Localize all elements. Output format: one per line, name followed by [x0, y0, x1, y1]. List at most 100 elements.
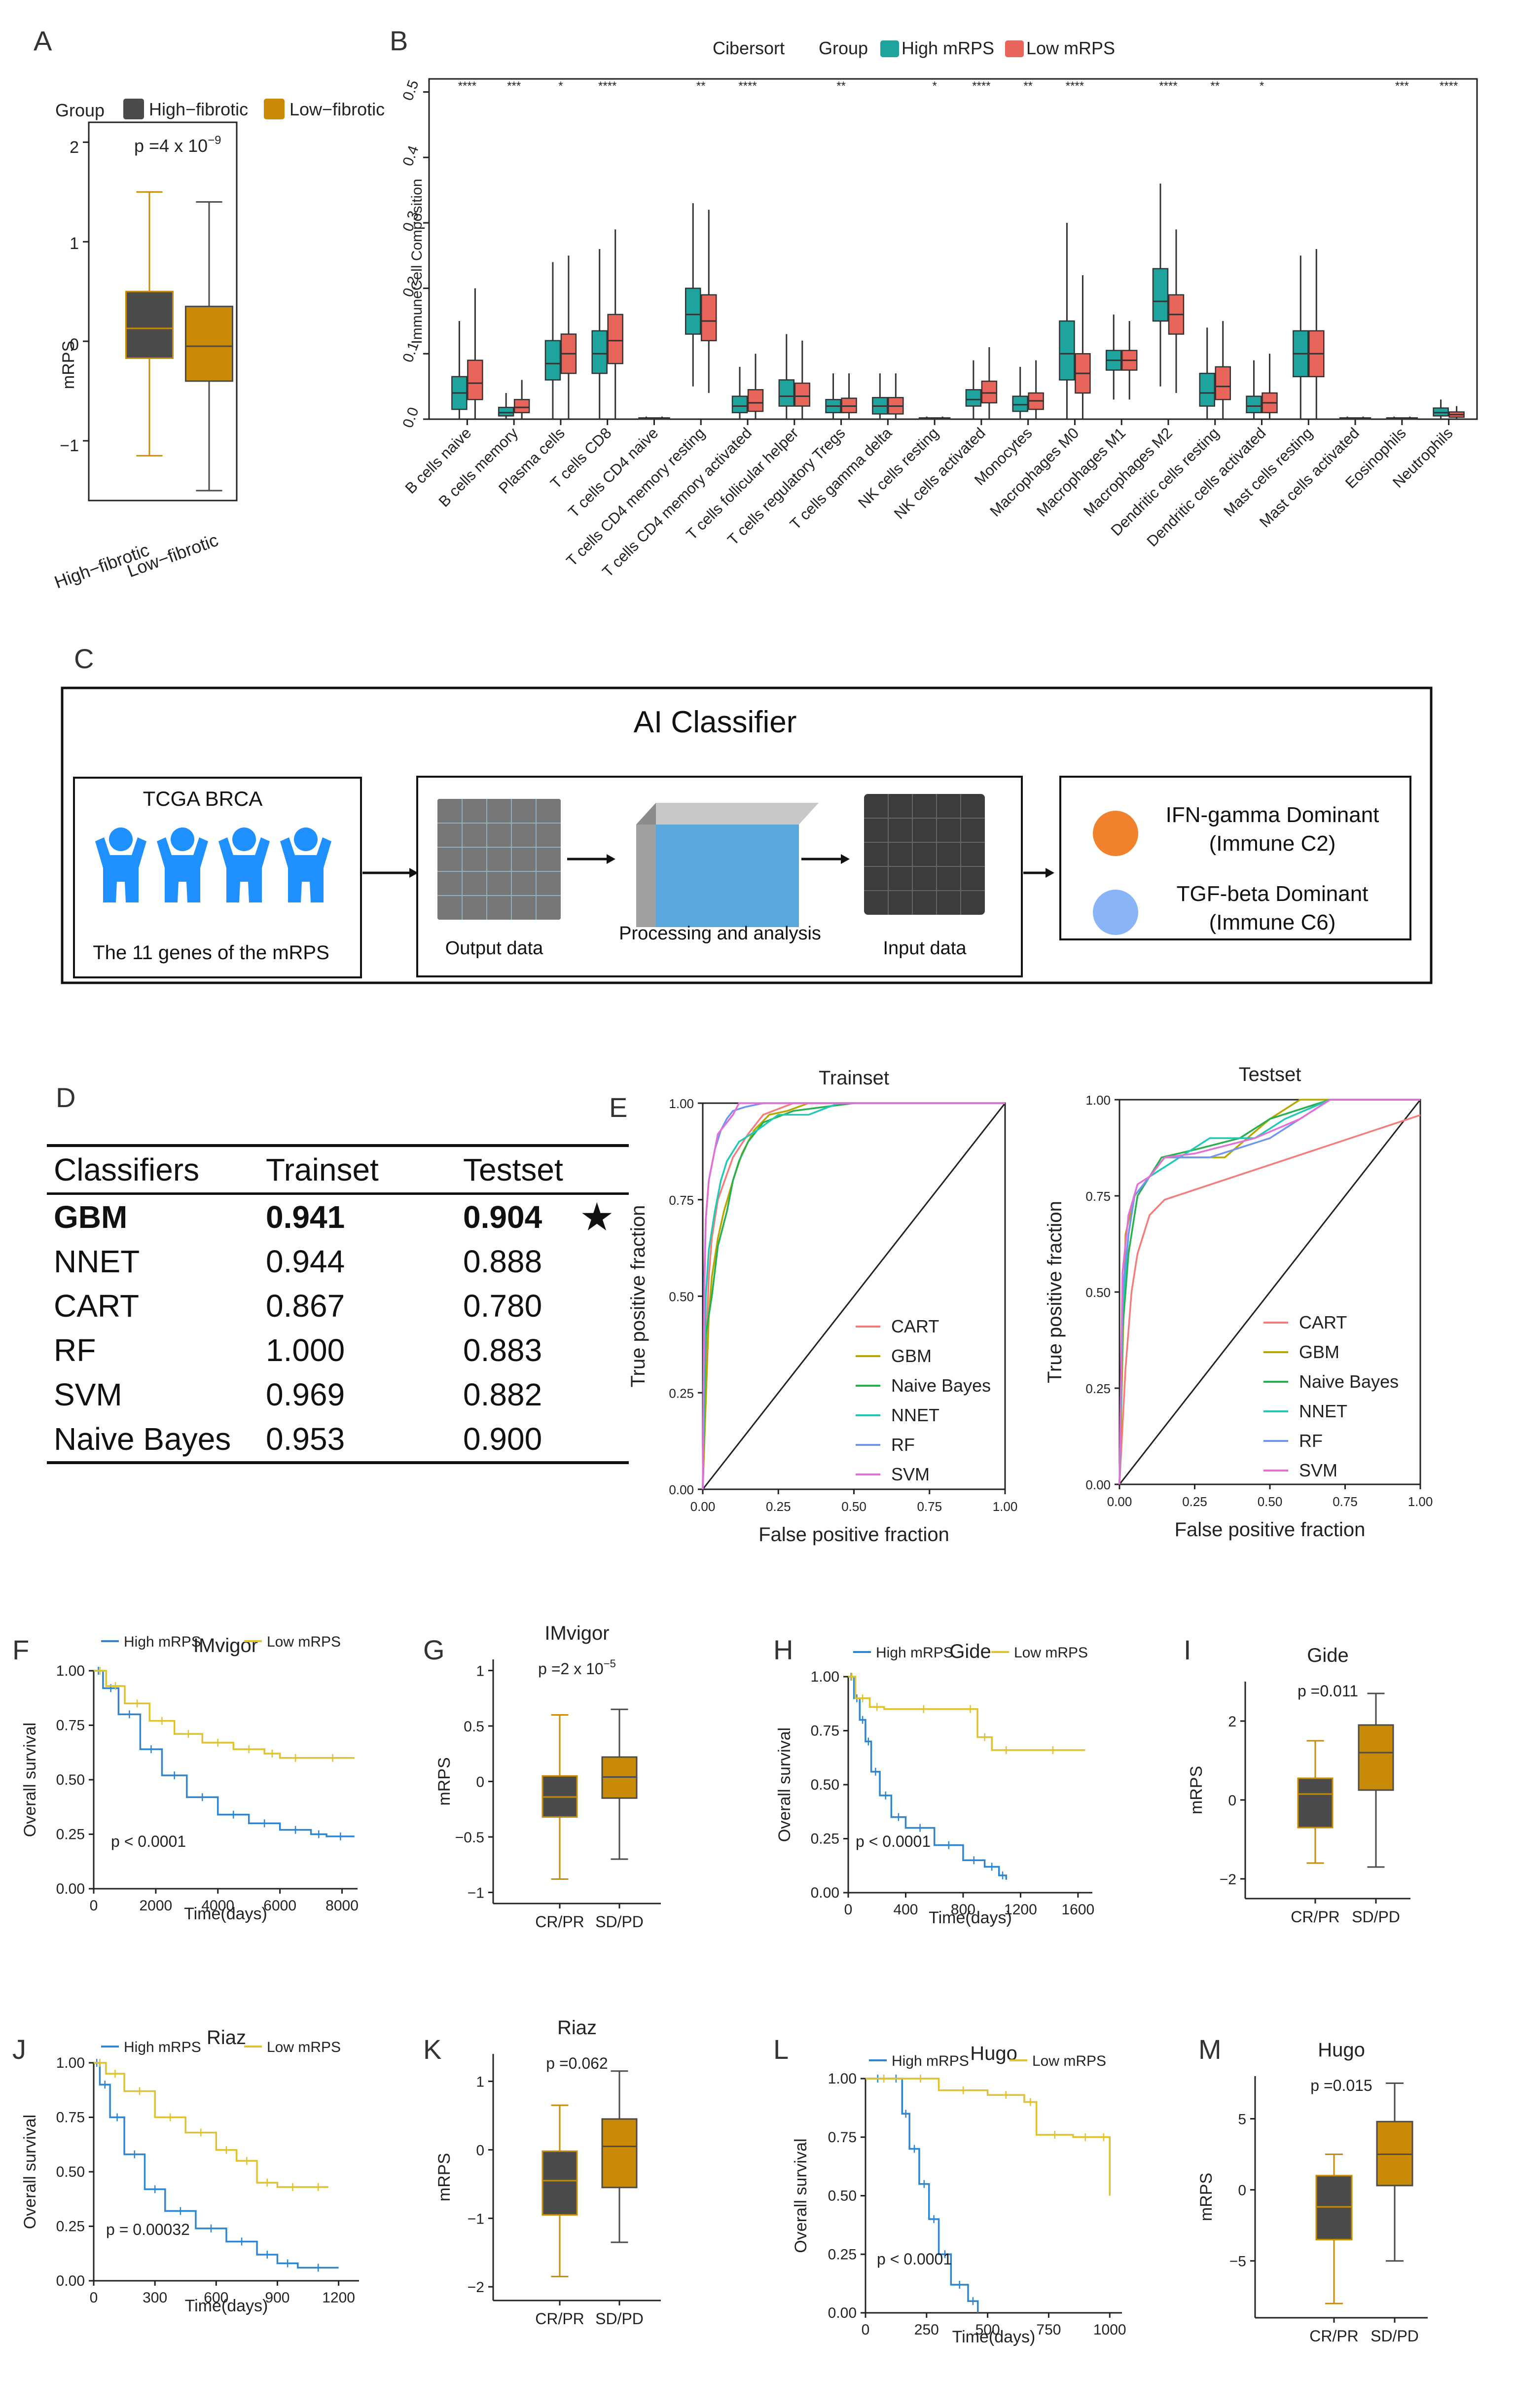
legend-label: SVM — [891, 1464, 930, 1484]
table-cell-trainset: 1.000 — [266, 1332, 345, 1368]
outcome-2-line-1: TGF-beta Dominant — [1177, 882, 1369, 906]
y-axis-label: Overall survival — [21, 2115, 39, 2229]
legend-label: CART — [1299, 1312, 1347, 1332]
significance-mark: ** — [836, 79, 846, 93]
panel-a-ylabel: mRPS — [59, 341, 78, 389]
box-low-mrps — [467, 359, 483, 400]
x-tick-label: 800 — [951, 1902, 975, 1918]
panel-letter-j: J — [12, 2034, 26, 2065]
x-tick-label: 0.50 — [1258, 1494, 1283, 1509]
y-axis-label: Overall survival — [792, 2138, 810, 2253]
diagonal-reference-line — [702, 1103, 1006, 1490]
series-line-low-mrps — [94, 1670, 355, 1759]
panel-letter-a: A — [34, 25, 52, 56]
diagonal-reference-line — [1118, 1099, 1421, 1485]
y-tick-label: 1 — [476, 1663, 484, 1680]
chart-title: Hugo — [970, 2043, 1017, 2064]
person-icon — [95, 827, 146, 902]
y-axis-label: mRPS — [435, 1757, 454, 1805]
p-value-annotation: p =2 x 10−5 — [538, 1657, 616, 1678]
table-cell-trainset: 0.867 — [266, 1288, 345, 1324]
y-tick-label: 0.50 — [1085, 1285, 1111, 1300]
y-axis-label: Overall survival — [775, 1727, 794, 1842]
panel-a-legend: Group High−fibrotic Low−fibrotic — [55, 99, 385, 120]
chart-panel-i: Gide p =0.011 2 0 −2 mRPS CR/PR SD/PD — [1187, 1645, 1410, 1926]
panel-letter-c: C — [74, 643, 94, 674]
x-tick-label: 1.00 — [993, 1499, 1018, 1514]
panel-letter-i: I — [1184, 1634, 1191, 1665]
panel-letter-g: G — [423, 1634, 445, 1665]
tgf-beta-dot-icon — [1093, 890, 1138, 935]
chart-title: Riaz — [207, 2027, 246, 2049]
input-data-grid — [864, 794, 985, 915]
y-tick-label: 0.50 — [828, 2188, 857, 2204]
y-tick-label: −0.5 — [455, 1830, 484, 1846]
box-cr-pr — [1297, 1777, 1334, 1829]
y-axis-label: mRPS — [1187, 1766, 1206, 1814]
person-icons — [95, 827, 331, 902]
table-cell-testset: 0.780 — [463, 1288, 542, 1324]
legend-label: GBM — [891, 1346, 932, 1366]
y-tick-label: −1 — [468, 1885, 484, 1902]
x-tick-label: 400 — [893, 1902, 918, 1918]
series-line-low-mrps — [866, 2078, 1111, 2196]
x-tick-label: 0 — [862, 2322, 870, 2338]
box-sd-pd — [1358, 1724, 1394, 1791]
outcome-1-line-2: (Immune C2) — [1209, 831, 1336, 856]
panel-a-ytick: −1 — [60, 436, 79, 455]
legend-label: Low mRPS — [267, 2039, 341, 2055]
x-tick-label: 300 — [143, 2290, 167, 2306]
box-low-mrps — [794, 382, 811, 407]
chart-panel-h: Gide 0 400 800 1200 1600 0.00 0.25 0.50 0.75 1.00 T… — [775, 1641, 1094, 1927]
table-row: GBM 0.941 0.904 ★ — [47, 1194, 629, 1240]
box-high-mrps — [1059, 320, 1075, 381]
p-value-annotation: p < 0.0001 — [877, 2250, 952, 2268]
table-cell-testset: 0.883 — [463, 1332, 542, 1368]
y-tick-label: 0.25 — [669, 1386, 694, 1401]
output-grid-lines — [437, 799, 561, 920]
x-tick-label: SD/PD — [1352, 1908, 1400, 1926]
p-value-annotation: p < 0.0001 — [111, 1833, 186, 1850]
arrow-head — [1046, 868, 1054, 878]
plot-frame — [88, 121, 238, 502]
y-tick-label: −2 — [1220, 1871, 1236, 1888]
y-axis-label: True positive fraction — [1044, 1201, 1066, 1383]
x-tick-label: 0.00 — [1107, 1494, 1132, 1509]
box-low-mrps — [701, 294, 717, 342]
process-box — [416, 776, 1023, 977]
y-tick-label: 0.00 — [56, 1881, 85, 1897]
chart-panel-g: IMvigor p =2 x 10−5 1 0.5 0 −0.5 −1 mRPS CR/PR SD… — [435, 1622, 661, 1931]
table-row: RF 1.000 0.883 — [47, 1328, 629, 1372]
y-tick-label: 0.50 — [56, 1772, 85, 1788]
box-low-mrps — [1215, 366, 1231, 400]
y-tick-label: 0.75 — [669, 1193, 694, 1208]
series-line-low-mrps — [848, 1676, 1085, 1751]
table-cell-classifier: GBM — [54, 1199, 128, 1235]
box-high-mrps — [498, 406, 514, 417]
legend-label: Naive Bayes — [891, 1375, 991, 1396]
chart-panel-a — [83, 121, 238, 502]
table-cell-trainset: 0.969 — [266, 1377, 345, 1412]
table-row: CART 0.867 0.780 — [47, 1284, 629, 1328]
significance-mark: *** — [1395, 79, 1409, 93]
x-tick-label: 1200 — [322, 2290, 355, 2306]
box-high-mrps — [591, 330, 608, 374]
y-tick-label: 1.00 — [828, 2071, 857, 2087]
box-high-mrps — [1012, 395, 1028, 412]
x-tick-label: 2000 — [140, 1898, 173, 1914]
chart-title: Hugo — [1318, 2039, 1365, 2061]
y-tick-label: 1.00 — [56, 2055, 85, 2071]
x-tick-label: CR/PR — [535, 1913, 584, 1931]
panel-a-legend-title: Group — [55, 100, 105, 120]
table-header-mark — [581, 1144, 629, 1195]
y-tick-label: 0.25 — [828, 2246, 857, 2263]
legend-label: GBM — [1299, 1342, 1339, 1362]
y-tick-label: 0.25 — [1085, 1381, 1111, 1396]
p-value-annotation: p < 0.0001 — [856, 1833, 931, 1850]
box-high-mrps — [965, 389, 982, 407]
legend-label: NNET — [1299, 1401, 1347, 1421]
panel-letter-d: D — [56, 1082, 75, 1113]
y-tick-label: 0.00 — [811, 1885, 839, 1901]
table-row: NNET 0.944 0.888 — [47, 1239, 629, 1284]
x-tick-label: 0.00 — [690, 1499, 716, 1514]
